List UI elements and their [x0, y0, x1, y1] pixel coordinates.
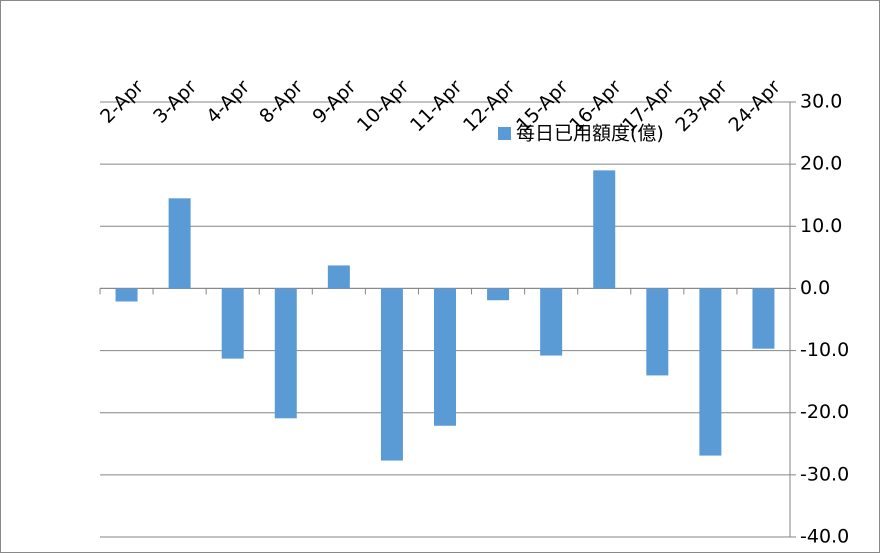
bar — [380, 288, 403, 461]
bar — [274, 288, 297, 419]
bar — [593, 170, 616, 289]
bar — [752, 288, 775, 349]
bar — [327, 265, 350, 289]
y-tick-label: 20.0 — [800, 153, 842, 175]
bar — [699, 288, 722, 456]
bar — [434, 288, 456, 426]
bar — [646, 288, 669, 376]
y-tick-label: 10.0 — [800, 215, 842, 237]
bar — [221, 288, 244, 359]
y-tick-label: -40.0 — [800, 526, 849, 548]
legend-swatch — [498, 127, 511, 140]
bar — [540, 288, 563, 356]
legend-label: 每日已用額度(億) — [516, 123, 664, 145]
y-tick-label: 0.0 — [800, 277, 830, 299]
y-tick-label: -10.0 — [800, 339, 849, 361]
bar — [487, 288, 510, 301]
y-tick-label: -30.0 — [800, 463, 849, 485]
bar — [168, 198, 191, 289]
y-tick-label: 30.0 — [800, 91, 842, 113]
y-tick-label: -20.0 — [800, 401, 849, 423]
bar — [115, 288, 138, 302]
